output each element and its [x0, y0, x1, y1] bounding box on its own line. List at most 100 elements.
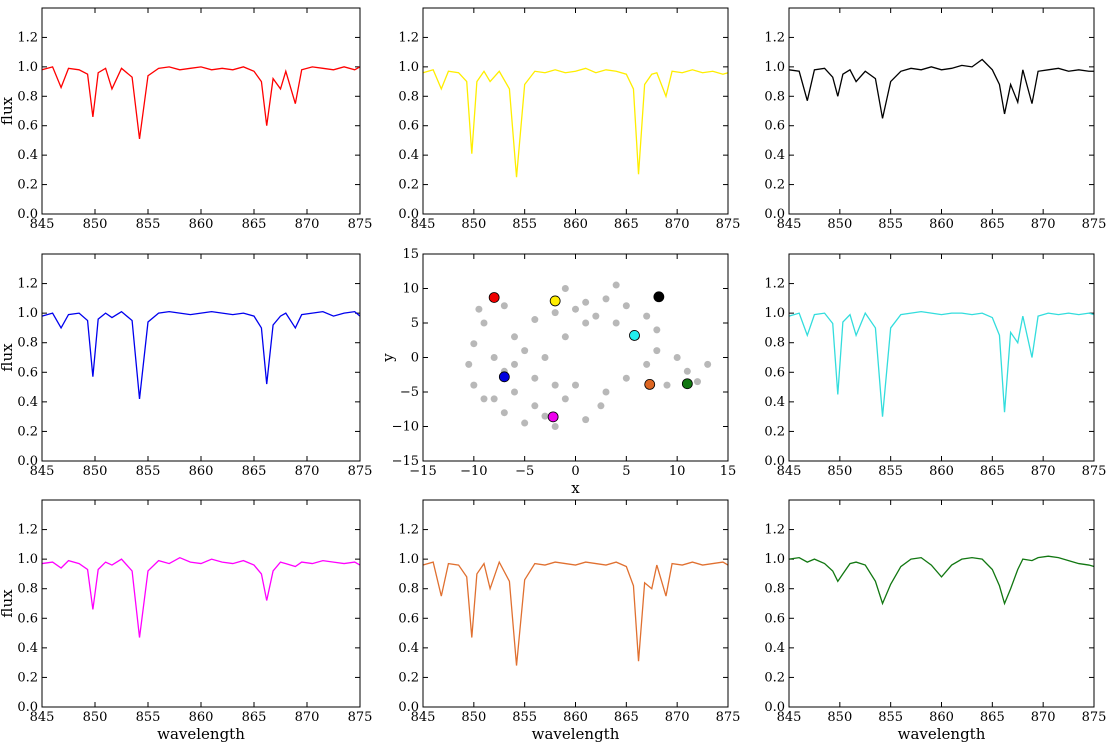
cloud-point [694, 378, 701, 386]
y-tick-label: 0.8 [17, 89, 38, 104]
cloud-point [704, 360, 712, 368]
cloud-point [643, 312, 651, 320]
x-axis-label: wavelength [898, 725, 986, 743]
x-tick-label: 865 [242, 710, 267, 725]
x-tick-label: 860 [189, 710, 214, 725]
x-tick-label: 875 [348, 464, 373, 479]
y-tick-label: 0.4 [398, 641, 419, 656]
y-tick-label: 0.6 [17, 611, 38, 626]
y-axis-label: flux [0, 96, 16, 125]
cloud-point [465, 360, 473, 368]
y-tick-label: 0.4 [764, 395, 785, 410]
x-tick-label: 870 [665, 710, 690, 725]
x-tick-label: 875 [348, 217, 373, 232]
cloud-point [582, 416, 590, 424]
x-axis-label: x [571, 479, 580, 497]
highlight-point [653, 291, 665, 303]
y-tick-label: 0.0 [17, 700, 38, 715]
x-tick-label: 860 [929, 464, 954, 479]
x-tick-label: 845 [30, 217, 55, 232]
y-tick-label: −10 [392, 420, 419, 435]
y-tick-label: 1.0 [398, 552, 419, 567]
cloud-point [551, 381, 559, 389]
cloud-point [582, 319, 590, 327]
cloud-point [612, 319, 620, 327]
y-tick-label: 0.0 [17, 207, 38, 222]
y-tick-label: 0.6 [764, 119, 785, 134]
x-tick-label: 845 [30, 464, 55, 479]
highlight-point [498, 371, 510, 383]
spectrum-line [788, 555, 1095, 606]
spectrum-line [788, 58, 1094, 119]
x-tick-label: 855 [136, 464, 161, 479]
x-tick-label: 870 [1031, 464, 1056, 479]
y-tick-label: 0.6 [17, 119, 38, 134]
cloud-point [511, 388, 518, 396]
x-tick-label: 850 [461, 217, 486, 232]
panel: 845 850 855 860 865 870 875 0.0 0.2 0.4 0.6 0.8 1.0 1… [0, 253, 373, 479]
plot-frame [788, 7, 1095, 215]
cloud-point [521, 347, 529, 355]
cloud-point [561, 395, 569, 403]
x-tick-label: 855 [512, 710, 537, 725]
x-tick-label: 850 [827, 464, 852, 479]
panel: 845 850 855 860 865 870 875 0.0 0.2 0.4 0.6 0.8 1.0 1… [0, 499, 372, 743]
cloud-point [602, 295, 610, 303]
x-tick-label: 875 [1082, 710, 1107, 725]
cloud-point [500, 409, 508, 417]
x-axis-label: wavelength [532, 725, 620, 743]
x-tick-label: 865 [980, 464, 1005, 479]
y-tick-label: 0.8 [764, 336, 785, 351]
x-tick-label: 845 [777, 710, 802, 725]
cloud-point [572, 381, 579, 389]
x-tick-label: 860 [563, 710, 588, 725]
cloud-point [475, 305, 483, 313]
y-tick-label: 0.2 [398, 670, 419, 685]
x-tick-label: 855 [512, 217, 537, 232]
y-tick-label: 1.2 [398, 523, 419, 538]
x-tick-label: 845 [411, 217, 436, 232]
cloud-point [531, 374, 539, 382]
cloud-point [561, 333, 569, 341]
x-tick-label: 5 [622, 464, 630, 479]
y-tick-label: 1.0 [17, 552, 38, 567]
x-tick-label: 870 [1031, 710, 1056, 725]
spectrum-line [41, 66, 361, 140]
y-tick-label: 0.4 [398, 148, 419, 163]
cloud-point [521, 419, 529, 427]
cloud-point [622, 302, 630, 310]
y-tick-label: 1.0 [764, 60, 785, 75]
y-tick-label: 0.4 [17, 395, 38, 410]
cloud-point [541, 354, 549, 361]
x-tick-label: 855 [878, 217, 903, 232]
y-tick-label: 15 [402, 247, 419, 262]
y-tick-label: 0.4 [764, 148, 785, 163]
cloud-point [597, 402, 605, 410]
y-tick-label: −15 [392, 454, 419, 469]
y-tick-label: 1.2 [17, 30, 38, 45]
panel: 845 850 855 860 865 870 875 0.0 0.2 0.4 0.6 0.8 1.0 1… [398, 7, 740, 232]
cloud-point [551, 309, 559, 317]
plot-frame [41, 7, 361, 215]
plot-frame [422, 253, 729, 462]
x-tick-label: 865 [242, 464, 267, 479]
cloud-point [592, 312, 600, 320]
x-tick-label: 875 [1082, 217, 1107, 232]
spectrum-line [41, 556, 361, 638]
y-tick-label: 0.0 [764, 207, 785, 222]
x-tick-label: 850 [827, 710, 852, 725]
x-tick-label: 850 [83, 710, 108, 725]
y-tick-label: 0.2 [17, 178, 38, 193]
cloud-point [480, 395, 488, 403]
y-tick-label: 0.0 [17, 454, 38, 469]
highlight-point [549, 295, 561, 307]
y-tick-label: 5 [411, 316, 419, 331]
y-tick-label: 1.0 [764, 306, 785, 321]
cloud-point [572, 305, 579, 313]
x-axis-label: wavelength [157, 725, 245, 743]
cloud-point [643, 360, 651, 368]
y-tick-label: 0.0 [764, 454, 785, 469]
x-tick-label: 855 [878, 464, 903, 479]
x-tick-label: 870 [295, 217, 320, 232]
